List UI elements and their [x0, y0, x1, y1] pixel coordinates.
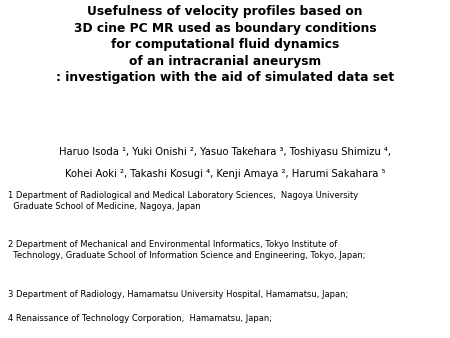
Text: 3 Department of Radiology, Hamamatsu University Hospital, Hamamatsu, Japan;: 3 Department of Radiology, Hamamatsu Uni…: [8, 290, 348, 299]
Text: Haruo Isoda ¹, Yuki Onishi ², Yasuo Takehara ³, Toshiyasu Shimizu ⁴,: Haruo Isoda ¹, Yuki Onishi ², Yasuo Take…: [59, 147, 391, 157]
Text: 4 Renaissance of Technology Corporation,  Hamamatsu, Japan;: 4 Renaissance of Technology Corporation,…: [8, 314, 272, 323]
Text: Usefulness of velocity profiles based on
3D cine PC MR used as boundary conditio: Usefulness of velocity profiles based on…: [56, 5, 394, 84]
Text: Kohei Aoki ², Takashi Kosugi ⁴, Kenji Amaya ², Harumi Sakahara ⁵: Kohei Aoki ², Takashi Kosugi ⁴, Kenji Am…: [65, 169, 385, 179]
Text: 2 Department of Mechanical and Environmental Informatics, Tokyo Institute of
  T: 2 Department of Mechanical and Environme…: [8, 240, 365, 260]
Text: 1 Department of Radiological and Medical Laboratory Sciences,  Nagoya University: 1 Department of Radiological and Medical…: [8, 191, 358, 211]
